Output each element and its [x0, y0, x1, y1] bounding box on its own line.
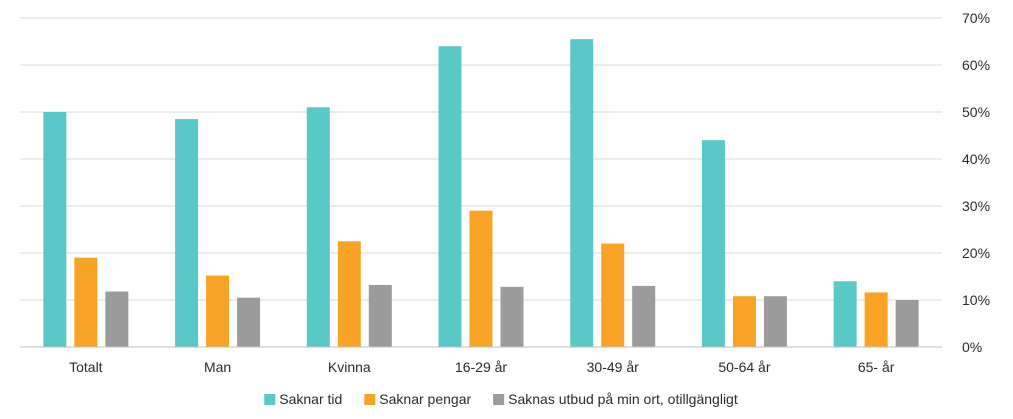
bar	[570, 39, 594, 348]
bar	[632, 285, 656, 347]
x-tick-label: 65- år	[858, 359, 895, 375]
y-tick-label: 30%	[962, 198, 990, 214]
y-tick-label: 50%	[962, 104, 990, 120]
y-axis: 0% 10% 20% 30% 40% 50% 60% 70%	[962, 10, 990, 355]
bar	[237, 297, 261, 347]
x-tick-label: 50-64 år	[718, 359, 770, 375]
bars	[43, 39, 919, 348]
bar	[206, 275, 230, 347]
y-tick-label: 10%	[962, 292, 990, 308]
y-tick-label: 20%	[962, 245, 990, 261]
legend-swatch	[364, 394, 376, 405]
bar	[469, 210, 493, 347]
legend-swatch	[264, 394, 276, 405]
bar	[438, 46, 462, 347]
legend-item: Saknar tid	[264, 391, 342, 407]
x-tick-label: 16-29 år	[455, 359, 507, 375]
legend-label: Saknar pengar	[379, 391, 471, 407]
bar	[74, 257, 98, 347]
bar	[732, 296, 756, 347]
bar	[306, 107, 330, 347]
x-tick-label: 30-49 år	[587, 359, 639, 375]
gridlines	[20, 17, 942, 301]
bar	[43, 112, 67, 347]
bar	[175, 119, 199, 347]
bar	[105, 291, 129, 347]
legend-item: Saknar pengar	[364, 391, 471, 407]
bar	[601, 243, 625, 347]
x-axis: Totalt Man Kvinna 16-29 år 30-49 år 50-64 år 6…	[20, 346, 942, 375]
legend-swatch	[493, 394, 505, 405]
bar	[337, 241, 361, 347]
bar	[895, 300, 919, 347]
legend-label: Saknar tid	[279, 391, 342, 407]
legend-label: Saknas utbud på min ort, otillgängligt	[508, 391, 738, 407]
bar	[500, 286, 524, 347]
y-tick-label: 70%	[962, 10, 990, 26]
bar	[763, 296, 787, 347]
x-tick-label: Man	[204, 359, 231, 375]
legend: Saknar tid Saknar pengar Saknas utbud på m…	[264, 391, 738, 407]
y-tick-label: 40%	[962, 151, 990, 167]
bar	[833, 281, 857, 347]
x-tick-label: Kvinna	[328, 359, 371, 375]
bar	[864, 292, 888, 347]
legend-item: Saknas utbud på min ort, otillgängligt	[493, 391, 738, 407]
bar	[368, 284, 392, 347]
y-tick-label: 60%	[962, 57, 990, 73]
bar	[701, 140, 725, 347]
y-tick-label: 0%	[962, 339, 982, 355]
x-tick-label: Totalt	[69, 359, 103, 375]
